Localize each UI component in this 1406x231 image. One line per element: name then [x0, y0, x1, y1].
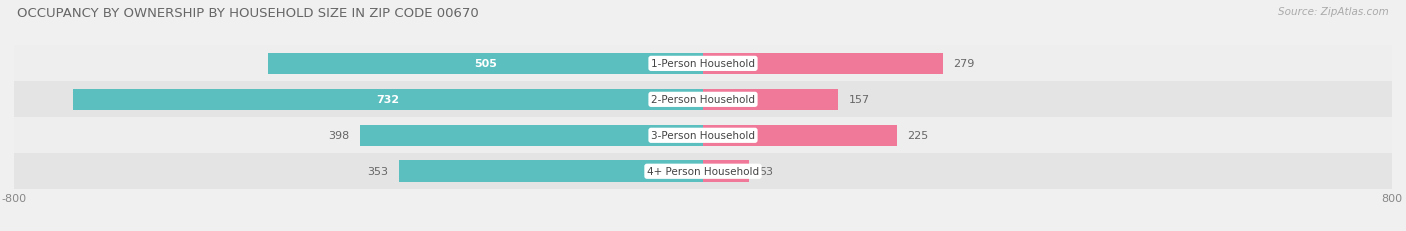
Text: 1-Person Household: 1-Person Household: [651, 59, 755, 69]
Bar: [14, 82, 1392, 118]
Text: 3-Person Household: 3-Person Household: [651, 131, 755, 141]
Text: 732: 732: [377, 95, 399, 105]
Bar: [703, 125, 897, 146]
Text: 157: 157: [849, 95, 870, 105]
Text: 53: 53: [759, 167, 773, 176]
Text: 2-Person Household: 2-Person Household: [651, 95, 755, 105]
Bar: [703, 89, 838, 111]
Bar: [14, 118, 1392, 154]
Text: OCCUPANCY BY OWNERSHIP BY HOUSEHOLD SIZE IN ZIP CODE 00670: OCCUPANCY BY OWNERSHIP BY HOUSEHOLD SIZE…: [17, 7, 478, 20]
Bar: [73, 89, 703, 111]
Bar: [269, 53, 703, 75]
Text: 4+ Person Household: 4+ Person Household: [647, 167, 759, 176]
Text: 353: 353: [368, 167, 388, 176]
Bar: [14, 46, 1392, 82]
Bar: [399, 161, 703, 182]
Text: 398: 398: [329, 131, 350, 141]
Bar: [14, 154, 1392, 189]
Text: Source: ZipAtlas.com: Source: ZipAtlas.com: [1278, 7, 1389, 17]
Text: 279: 279: [953, 59, 974, 69]
Bar: [703, 53, 943, 75]
Bar: [703, 161, 748, 182]
Text: 225: 225: [907, 131, 928, 141]
Text: 505: 505: [474, 59, 496, 69]
Bar: [360, 125, 703, 146]
